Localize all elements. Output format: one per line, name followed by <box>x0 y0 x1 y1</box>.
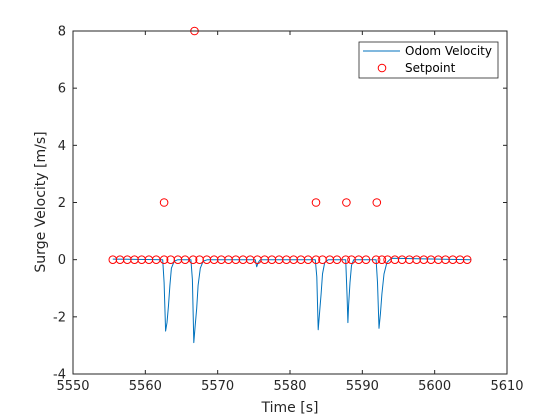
legend-odom-label: Odom Velocity <box>405 44 492 58</box>
setpoint-marker <box>311 198 321 207</box>
setpoint-marker <box>159 255 169 265</box>
setpoint-marker <box>361 255 371 265</box>
odom-velocity-line <box>112 257 471 344</box>
x-tick-label: 5610 <box>490 379 523 394</box>
y-tick-label: 4 <box>58 139 66 154</box>
setpoint-marker <box>311 255 321 265</box>
legend-setpoint-label: Setpoint <box>405 61 456 75</box>
plot-area <box>73 31 507 374</box>
setpoint-marker <box>159 198 169 207</box>
y-tick-label: 0 <box>58 253 66 268</box>
setpoint-marker <box>188 255 198 265</box>
setpoint-marker <box>342 198 351 207</box>
x-tick-label: 5600 <box>418 379 451 394</box>
x-tick-label: 5550 <box>56 379 89 394</box>
setpoint-marker <box>372 198 382 207</box>
setpoint-marker <box>371 255 381 265</box>
x-tick-label: 5560 <box>129 379 162 394</box>
setpoint-marker <box>377 255 387 265</box>
y-tick-label: -4 <box>53 368 66 383</box>
x-axis-label: Time [s] <box>261 400 319 416</box>
setpoint-marker <box>341 255 351 265</box>
legend-setpoint-marker <box>377 63 387 73</box>
x-tick-label: 5570 <box>201 379 234 394</box>
y-tick-label: 6 <box>58 82 66 97</box>
series-layer <box>108 26 472 344</box>
legend: Odom Velocity Setpoint <box>358 41 499 79</box>
setpoint-marker <box>462 255 472 265</box>
axes-layer: 5550 5560 5570 5580 5590 5600 5610 -4 -2 0 2 4 6 8 <box>53 25 524 395</box>
setpoint-marker <box>332 255 342 265</box>
y-tick-label: -2 <box>53 310 66 325</box>
y-tick-label: 2 <box>58 196 66 211</box>
y-tick-label: 8 <box>58 25 66 40</box>
y-axis-label: Surge Velocity [m/s] <box>33 131 49 272</box>
x-tick-label: 5590 <box>346 379 379 394</box>
x-tick-label: 5580 <box>273 379 306 394</box>
